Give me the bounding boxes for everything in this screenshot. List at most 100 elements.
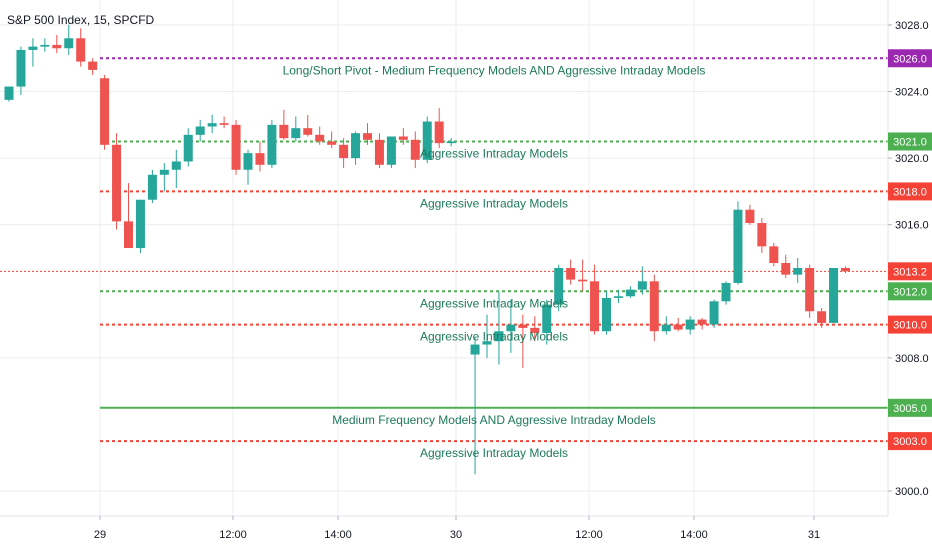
candle-body	[721, 282, 731, 302]
time-tick-label: 31	[808, 529, 820, 541]
candle-body	[351, 133, 361, 159]
price-level-tags: 3026.0 3021.0 3018.0 3013.2 3012.0 3010.0 3005…	[888, 49, 932, 451]
candle-body	[566, 267, 576, 280]
candle-body	[183, 134, 193, 162]
price-tag-label: 3021.0	[893, 136, 927, 148]
candle-body	[518, 324, 528, 328]
candle-body	[16, 49, 26, 87]
candle-body	[745, 209, 755, 224]
price-tag-label: 3018.0	[893, 186, 927, 198]
time-tick-label: 12:00	[575, 529, 603, 541]
candle-body	[267, 124, 277, 165]
candle-body	[685, 319, 695, 330]
candle-body	[817, 311, 827, 323]
candle-body	[410, 139, 420, 160]
price-tag-label: 3012.0	[893, 286, 927, 298]
price-tick-label: 3008.0	[895, 353, 929, 365]
price-tag-label: 3003.0	[893, 436, 927, 448]
price-tick-label: 3020.0	[895, 153, 929, 165]
price-tag	[888, 132, 932, 151]
candle-body	[637, 281, 647, 290]
level-annotation: Medium Frequency Models AND Aggressive I…	[332, 413, 655, 427]
price-tick-label: 3016.0	[895, 220, 929, 232]
candle-body	[327, 141, 337, 145]
candle-body	[602, 297, 611, 332]
candles	[4, 24, 850, 475]
price-tag-label: 3005.0	[893, 403, 927, 415]
price-tick-label: 3000.0	[895, 486, 929, 498]
price-tag	[888, 282, 932, 301]
candle-body	[793, 267, 803, 275]
candle-body	[542, 304, 552, 333]
candle-body	[303, 128, 313, 135]
candle-body	[255, 153, 265, 165]
price-tag-label: 3010.0	[893, 320, 927, 332]
candle-body	[661, 324, 671, 332]
price-tag	[888, 49, 932, 68]
time-axis[interactable]: 29 12:00 14:00 30 12:00 14:00 31	[94, 516, 820, 541]
candle-body	[88, 61, 98, 70]
candle-body	[494, 331, 504, 342]
candle-body	[279, 124, 289, 139]
candle-body	[805, 267, 815, 312]
candle-body	[76, 38, 86, 62]
candle-body	[709, 301, 719, 325]
level-annotation: Aggressive Intraday Models	[420, 446, 568, 460]
candle-body	[207, 123, 217, 127]
price-tag	[888, 398, 932, 417]
candle-body	[673, 324, 683, 330]
candle-body	[781, 262, 791, 275]
price-tag	[888, 432, 932, 451]
level-lines	[0, 57, 888, 443]
candle-body	[147, 174, 157, 200]
candle-body	[195, 126, 205, 135]
candle-body	[422, 121, 432, 160]
candle-body	[243, 153, 253, 170]
candle-body	[482, 341, 492, 345]
candle-body	[386, 136, 396, 165]
candle-body	[590, 281, 600, 332]
candle-body	[374, 139, 384, 165]
candle-body	[159, 169, 169, 175]
candle-body	[339, 144, 349, 159]
candle-body	[363, 133, 372, 140]
candle-body	[291, 128, 301, 139]
candle-body	[506, 324, 516, 332]
candle-body	[649, 281, 659, 332]
candle-body	[554, 267, 564, 305]
candle-body	[769, 246, 779, 263]
grid	[0, 0, 888, 516]
price-tag-label: 3026.0	[893, 53, 927, 65]
price-tick-label: 3028.0	[895, 20, 929, 32]
candle-body	[841, 267, 850, 272]
candle-body	[530, 327, 540, 333]
candle-body	[171, 161, 181, 170]
level-annotation: Aggressive Intraday Models	[420, 330, 568, 344]
candle-body	[434, 121, 444, 144]
candle-body	[4, 86, 14, 100]
candle-body	[231, 124, 241, 170]
time-tick-label: 30	[450, 529, 462, 541]
candle-body	[124, 221, 133, 249]
chart-title: S&P 500 Index, 15, SPCFD	[7, 13, 155, 27]
level-annotation: Aggressive Intraday Models	[420, 196, 568, 210]
candle-body	[315, 134, 325, 142]
price-tag	[888, 262, 932, 281]
candle-body	[52, 44, 62, 49]
candle-body	[446, 141, 456, 144]
candle-body	[757, 223, 767, 247]
candle-body	[100, 78, 110, 145]
candle-body	[697, 319, 707, 325]
level-annotation: Aggressive Intraday Models	[420, 146, 568, 160]
candle-body	[398, 136, 408, 140]
level-annotations: Long/Short Pivot - Medium Frequency Mode…	[283, 63, 706, 460]
candle-body	[613, 296, 623, 298]
time-tick-label: 14:00	[324, 529, 352, 541]
price-axis[interactable]: 3028.0 3024.0 3020.0 3016.0 3008.0 3000.0	[888, 20, 929, 498]
time-tick-label: 12:00	[219, 529, 247, 541]
price-tag	[888, 182, 932, 201]
level-annotation: Aggressive Intraday Models	[420, 296, 568, 310]
time-tick-label: 14:00	[680, 529, 708, 541]
price-axis-bg	[888, 0, 932, 516]
